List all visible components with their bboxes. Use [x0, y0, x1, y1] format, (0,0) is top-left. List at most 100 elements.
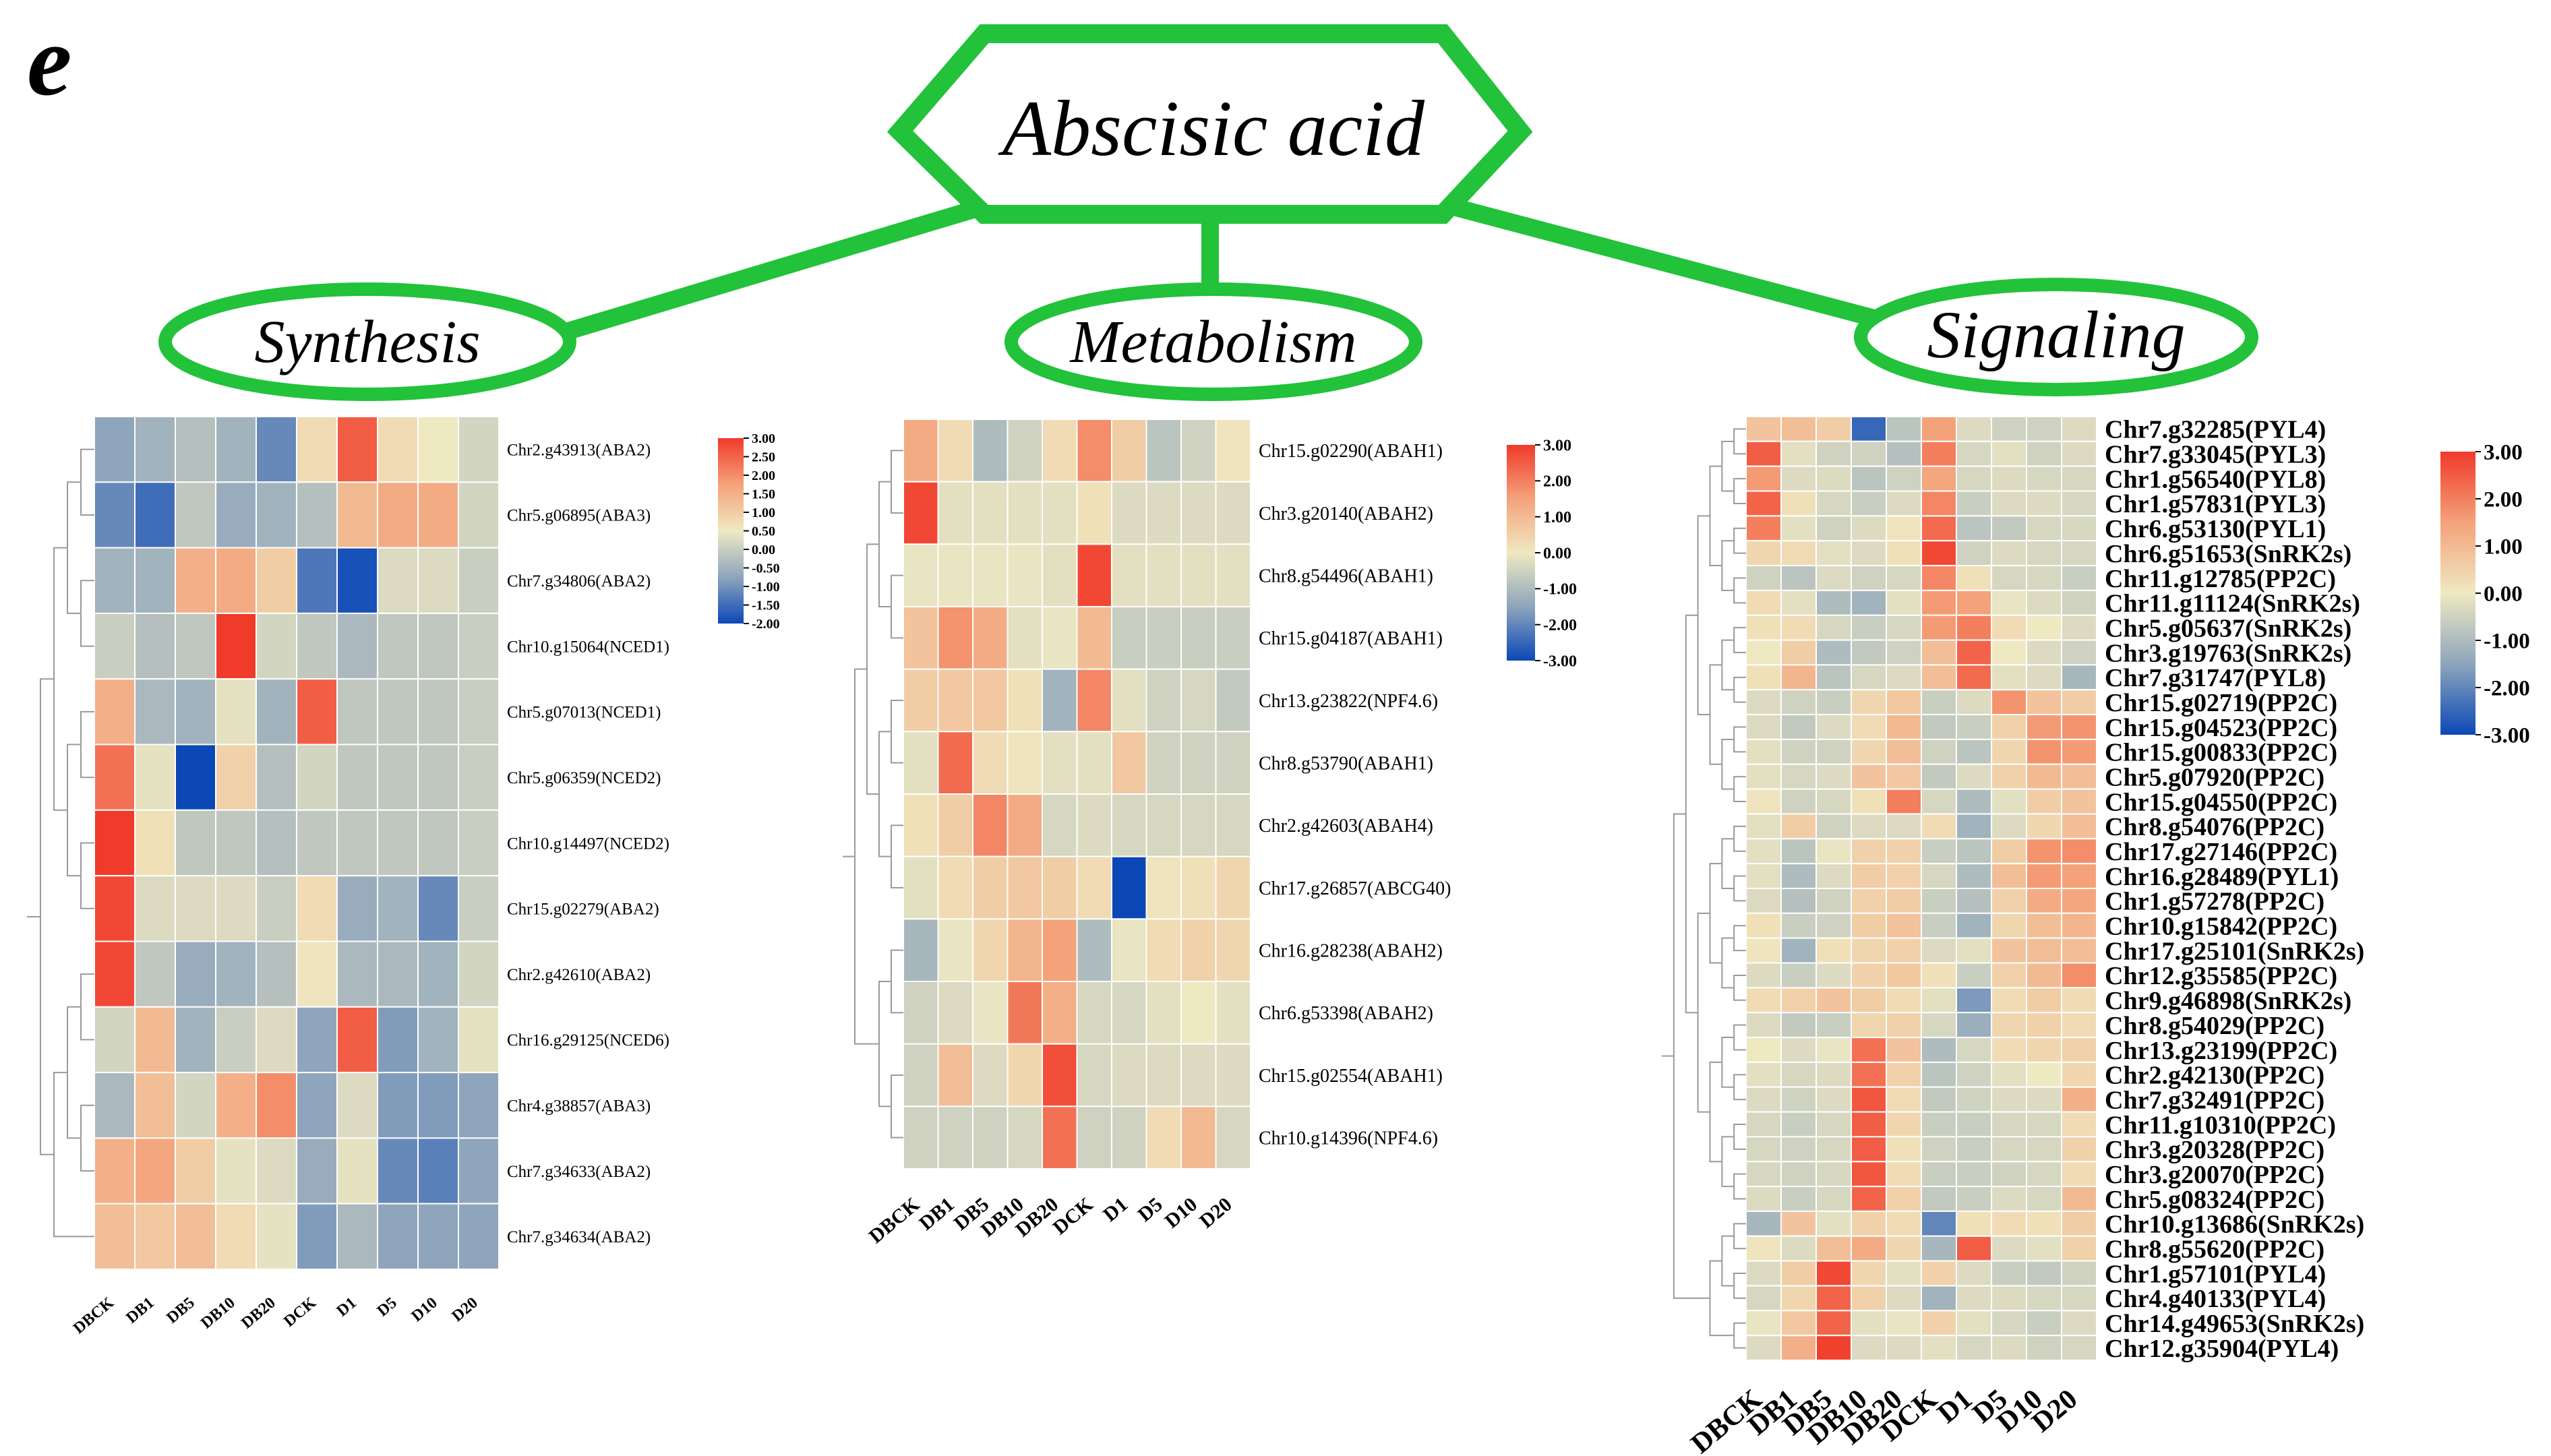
- heatmap-cell: [1886, 565, 1922, 591]
- dendrogram-branch: [878, 731, 891, 857]
- heatmap-cell: [2061, 1310, 2097, 1337]
- heatmap-cell: [336, 416, 378, 483]
- heatmap-cell: [1215, 419, 1251, 483]
- heatmap-cell: [1215, 731, 1251, 795]
- heatmap-cell: [1956, 565, 1992, 591]
- heatmap-cell: [458, 547, 500, 614]
- heatmap-cell: [1921, 1061, 1957, 1088]
- dendrogram-branch: [1721, 1037, 1735, 1088]
- heatmap-cell: [377, 744, 419, 811]
- heatmap-cell: [903, 543, 939, 607]
- dendrogram-branch: [80, 973, 94, 1041]
- row-label: Chr10.g13686(SnRK2s): [2105, 1211, 2364, 1239]
- column-label: D1: [334, 1294, 360, 1321]
- heatmap-cell: [1991, 515, 2027, 542]
- heatmap-cell: [1042, 1105, 1078, 1170]
- signaling-title: Signaling: [1927, 297, 2185, 372]
- row-label: Chr10.g15842(PP2C): [2105, 913, 2337, 941]
- heatmap-cell: [1180, 419, 1217, 483]
- heatmap-cell: [94, 1072, 136, 1139]
- heatmap-cell: [1886, 838, 1922, 865]
- heatmap-cell: [1886, 1136, 1922, 1163]
- heatmap-cell: [1991, 664, 2027, 691]
- heatmap-cell: [256, 481, 297, 549]
- heatmap-cell: [417, 416, 459, 483]
- heatmap-cell: [1991, 540, 2027, 567]
- heatmap-cell: [1007, 981, 1043, 1045]
- heatmap-cell: [1042, 731, 1078, 795]
- heatmap-cell: [2026, 962, 2062, 989]
- row-label: Chr7.g34633(ABA2): [507, 1163, 651, 1181]
- dendrogram-branch: [1733, 974, 1746, 1001]
- dendrogram-branch: [1709, 465, 1722, 567]
- heatmap-cell: [94, 481, 136, 549]
- heatmap-cell: [1991, 440, 2027, 467]
- heatmap-cell: [336, 744, 378, 811]
- heatmap-cell: [1886, 738, 1922, 765]
- heatmap-cell: [134, 1203, 176, 1270]
- heatmap-cell: [1921, 838, 1957, 865]
- row-label: Chr5.g07920(PP2C): [2105, 764, 2324, 792]
- heatmap-cell: [2061, 1012, 2097, 1038]
- heatmap-cell: [1780, 813, 1817, 840]
- heatmap-cell: [1956, 689, 1992, 716]
- heatmap-cell: [1886, 1186, 1922, 1212]
- heatmap-cell: [937, 981, 973, 1045]
- row-label: Chr15.g04523(PP2C): [2105, 714, 2337, 742]
- heatmap-cell: [1780, 565, 1817, 591]
- heatmap-cell: [1111, 606, 1147, 670]
- heatmap-cell: [972, 606, 1009, 670]
- heatmap-cell: [1991, 863, 2027, 889]
- heatmap-cell: [1745, 465, 1782, 492]
- heatmap-cell: [2026, 1086, 2062, 1113]
- colorbar-tick-label: 0.50: [752, 524, 775, 539]
- row-label: Chr16.g28489(PYL1): [2105, 863, 2339, 891]
- row-label: Chr8.g54076(PP2C): [2105, 813, 2324, 841]
- heatmap-cell: [937, 918, 973, 983]
- heatmap-cell: [1815, 614, 1852, 641]
- heatmap-cell: [296, 744, 338, 811]
- heatmap-cell: [1745, 813, 1782, 840]
- connector-synthesis: [557, 193, 1000, 342]
- heatmap-cell: [1745, 1260, 1782, 1287]
- heatmap-cell: [1851, 440, 1887, 467]
- heatmap-cell: [1815, 664, 1852, 691]
- heatmap-cell: [1921, 962, 1957, 989]
- heatmap-cell: [134, 875, 176, 942]
- dendrogram-branch: [866, 543, 879, 795]
- heatmap-cell: [1745, 1012, 1782, 1038]
- heatmap-cell: [1956, 838, 1992, 865]
- heatmap-cell: [1851, 689, 1887, 716]
- heatmap-cell: [1886, 813, 1922, 840]
- heatmap-cell: [1076, 855, 1112, 920]
- heatmap-cell: [1215, 543, 1251, 607]
- heatmap-cell: [2061, 565, 2097, 591]
- heatmap-cell: [1007, 1043, 1043, 1108]
- heatmap-cell: [1991, 888, 2027, 914]
- heatmap-cell: [377, 1137, 419, 1205]
- heatmap-cell: [336, 940, 378, 1008]
- heatmap-cell: [256, 875, 297, 942]
- heatmap-cell: [1886, 1161, 1922, 1188]
- heatmap-cell: [1851, 614, 1887, 641]
- heatmap-cell: [134, 547, 176, 614]
- heatmap-cell: [1076, 793, 1112, 857]
- heatmap-cell: [937, 419, 973, 483]
- heatmap-cell: [972, 668, 1009, 733]
- heatmap-cell: [1886, 540, 1922, 567]
- heatmap-cell: [1745, 1136, 1782, 1163]
- heatmap-cell: [1956, 1111, 1992, 1138]
- heatmap-cell: [175, 416, 216, 483]
- heatmap-cell: [1851, 1012, 1887, 1038]
- heatmap-cell: [2061, 1136, 2097, 1163]
- column-label: DB5: [163, 1294, 198, 1327]
- heatmap-cell: [2061, 1335, 2097, 1361]
- heatmap-cell: [1956, 813, 1992, 840]
- row-label: Chr16.g29125(NCED6): [507, 1031, 669, 1050]
- heatmap-cell: [2061, 1111, 2097, 1138]
- heatmap-cell: [2026, 763, 2062, 790]
- heatmap-cell: [1780, 1335, 1817, 1361]
- row-label: Chr7.g34634(ABA2): [507, 1228, 651, 1246]
- heatmap-cell: [937, 855, 973, 920]
- heatmap-cell: [1991, 912, 2027, 939]
